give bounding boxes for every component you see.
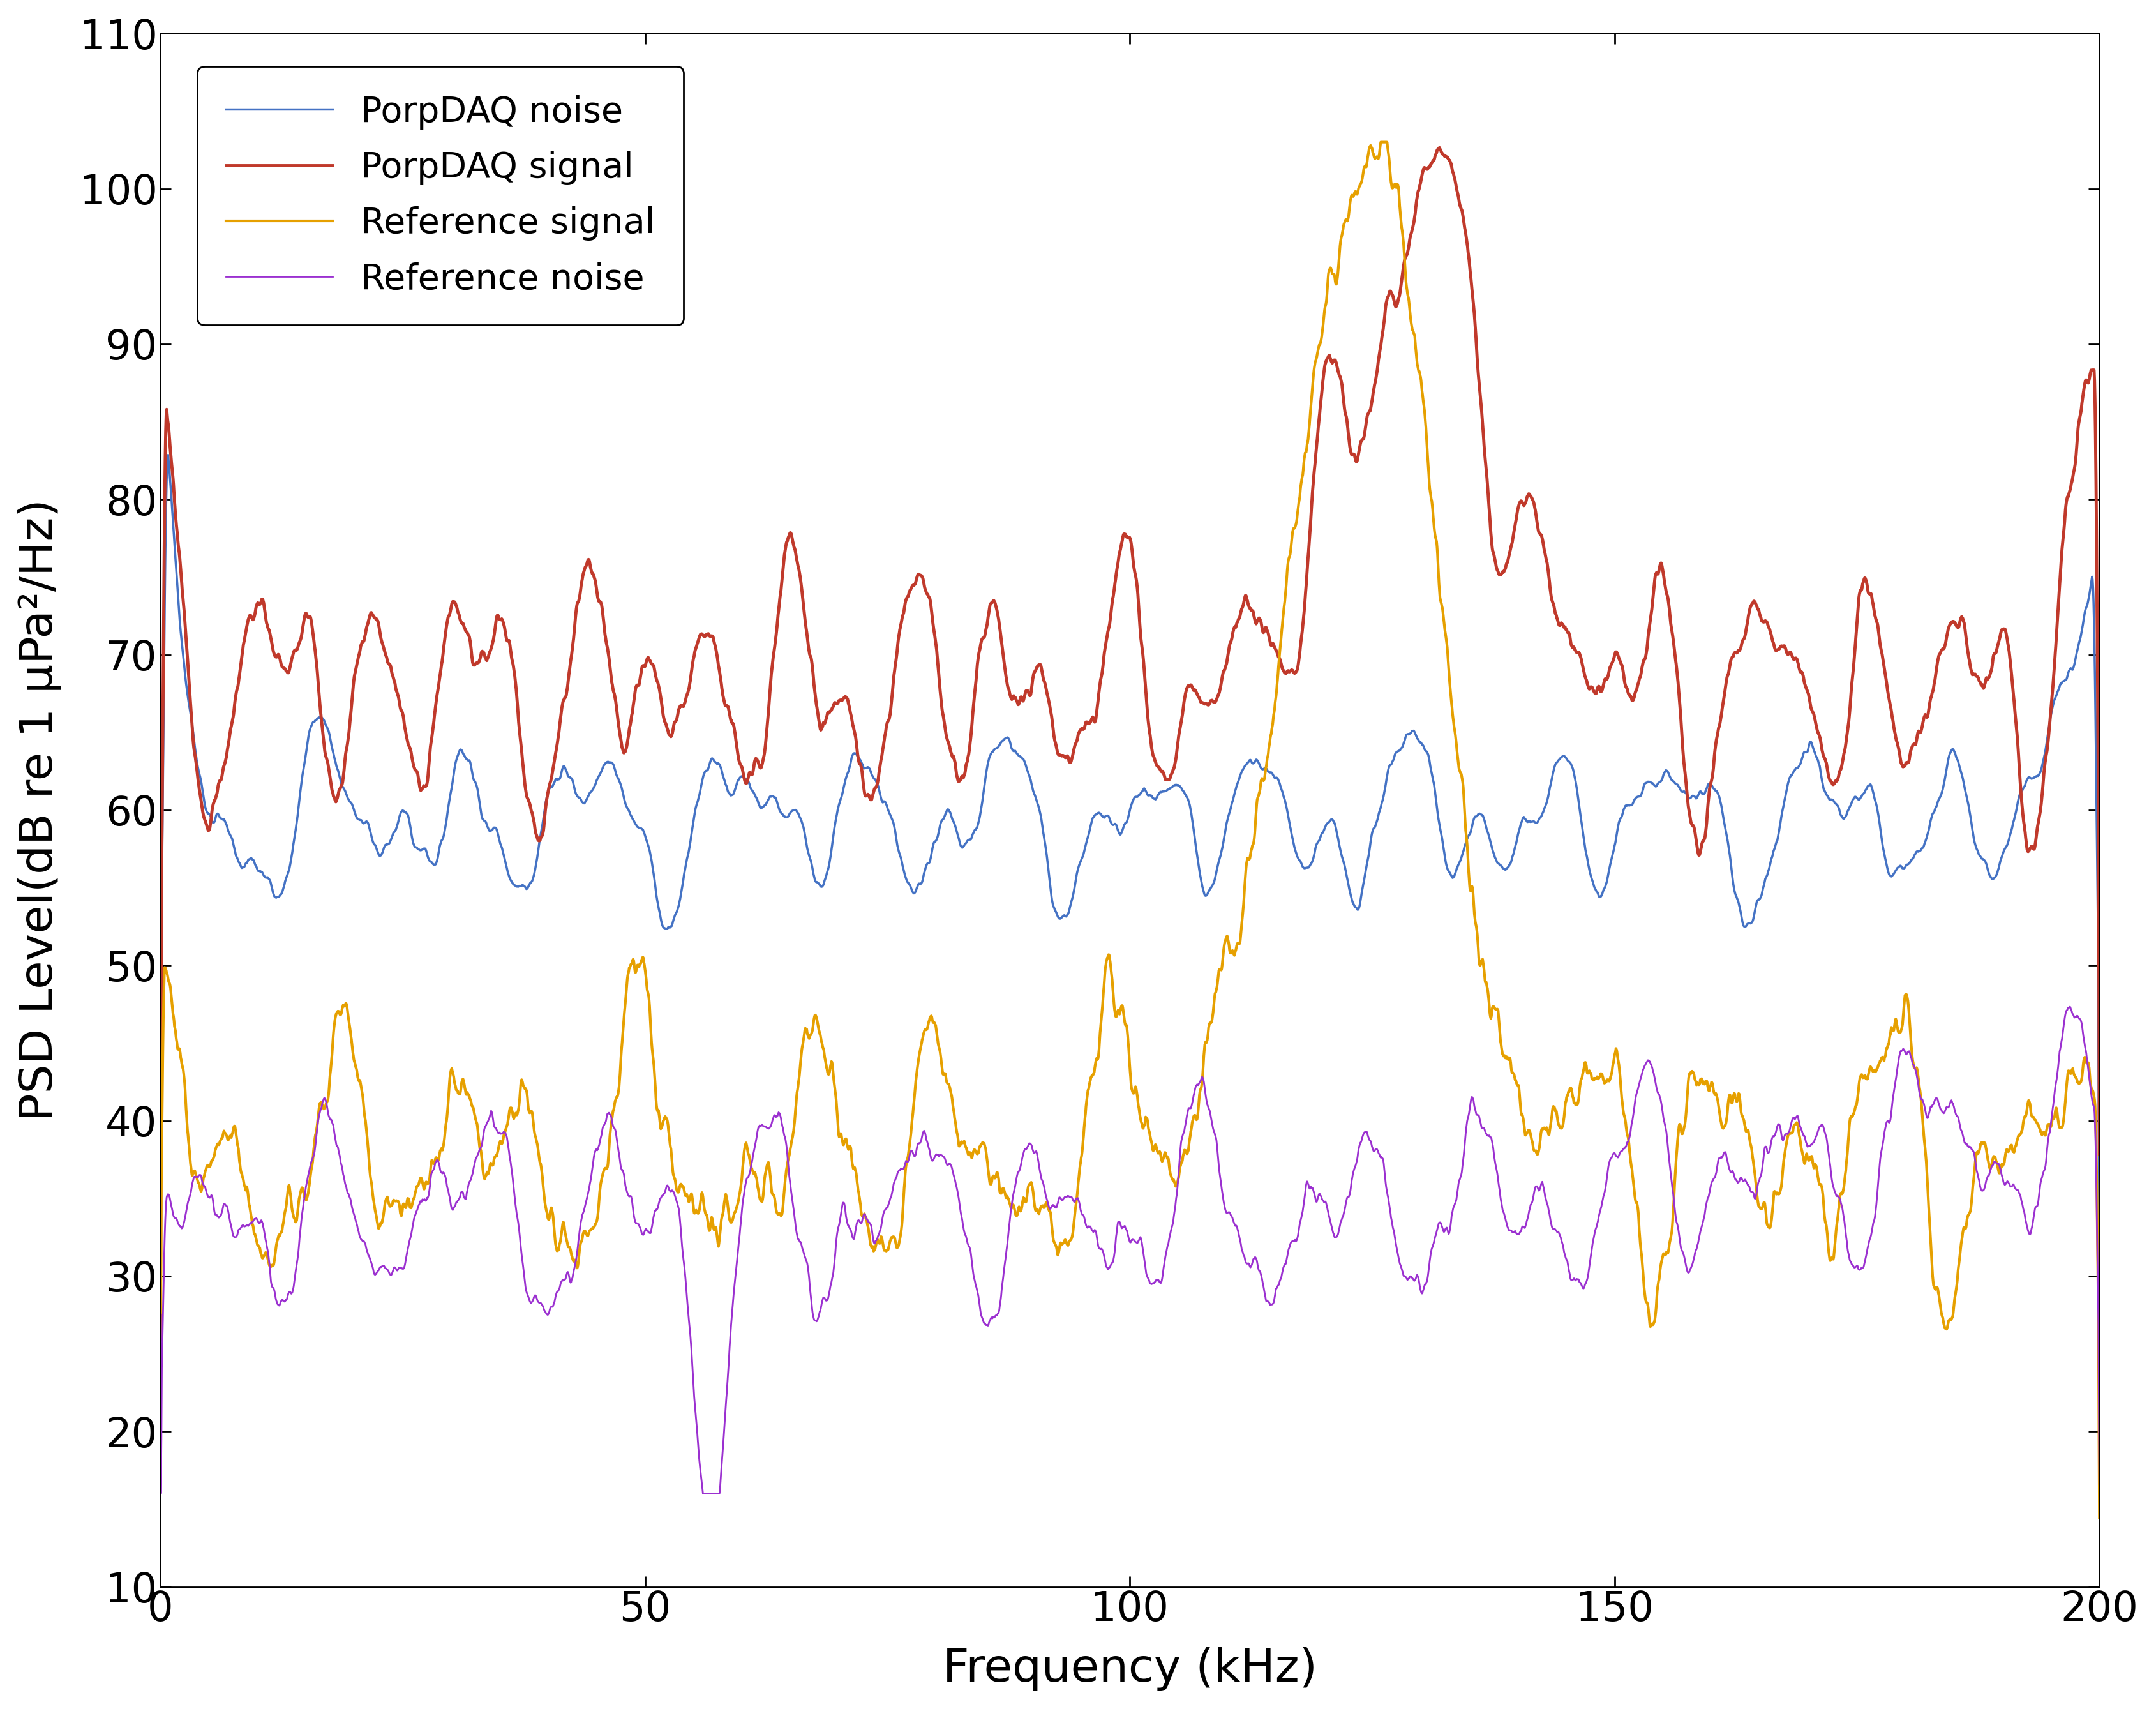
X-axis label: Frequency (kHz): Frequency (kHz) (942, 1647, 1317, 1692)
PorpDAQ noise (1069, 848, 1095, 868)
Reference signal (1367, 132, 1393, 152)
Reference noise (2027, 1174, 2053, 1195)
PorpDAQ signal (1932, 639, 1958, 660)
Reference noise (962, 1273, 987, 1294)
PorpDAQ noise (2027, 762, 2053, 783)
Legend: PorpDAQ noise, PorpDAQ signal, Reference signal, Reference noise: PorpDAQ noise, PorpDAQ signal, Reference… (198, 67, 683, 325)
Line: Reference noise: Reference noise (160, 1007, 2100, 1494)
Reference noise (1932, 1102, 1958, 1123)
PorpDAQ signal (977, 593, 1003, 614)
Line: Reference signal: Reference signal (160, 142, 2100, 1518)
Reference signal (962, 1140, 987, 1160)
Reference signal (2027, 1119, 2053, 1140)
PorpDAQ noise (147, 1331, 172, 1352)
Y-axis label: PSD Level(dB re 1 μPa²/Hz): PSD Level(dB re 1 μPa²/Hz) (17, 499, 63, 1121)
Reference signal (2087, 1507, 2113, 1528)
Reference noise (1557, 1263, 1583, 1283)
Reference noise (979, 1307, 1005, 1328)
PorpDAQ noise (2087, 1261, 2113, 1282)
PorpDAQ signal (1557, 625, 1583, 646)
Reference noise (149, 1483, 175, 1504)
PorpDAQ signal (147, 1330, 172, 1350)
Reference signal (1069, 1145, 1095, 1166)
Reference signal (1932, 1314, 1958, 1335)
Reference noise (2057, 996, 2083, 1017)
PorpDAQ noise (155, 444, 181, 465)
PorpDAQ signal (962, 680, 987, 701)
PorpDAQ noise (1932, 774, 1958, 795)
Reference noise (147, 1266, 172, 1287)
Reference signal (977, 1174, 1003, 1195)
Line: PorpDAQ signal: PorpDAQ signal (160, 147, 2100, 1340)
PorpDAQ signal (1069, 718, 1095, 738)
PorpDAQ signal (2027, 802, 2053, 822)
PorpDAQ noise (962, 820, 987, 841)
Reference signal (147, 1095, 172, 1116)
PorpDAQ noise (1557, 752, 1583, 772)
Line: PorpDAQ noise: PorpDAQ noise (160, 455, 2100, 1342)
Reference signal (1557, 1080, 1583, 1101)
Reference noise (1069, 1203, 1095, 1224)
PorpDAQ noise (979, 743, 1005, 764)
PorpDAQ signal (1427, 137, 1453, 157)
PorpDAQ signal (2087, 1145, 2113, 1166)
Reference noise (2087, 1473, 2113, 1494)
